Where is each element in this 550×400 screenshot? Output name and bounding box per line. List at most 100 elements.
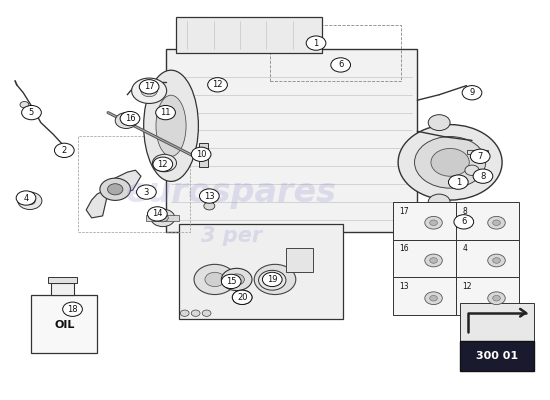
Bar bbox=[393, 278, 455, 315]
Circle shape bbox=[428, 115, 450, 130]
Bar bbox=[455, 202, 519, 240]
Text: 12: 12 bbox=[212, 80, 223, 89]
Circle shape bbox=[221, 274, 241, 288]
Circle shape bbox=[115, 113, 137, 128]
Circle shape bbox=[331, 58, 350, 72]
Circle shape bbox=[473, 169, 493, 183]
Circle shape bbox=[205, 272, 224, 286]
Circle shape bbox=[141, 85, 157, 97]
Circle shape bbox=[156, 106, 175, 120]
Circle shape bbox=[63, 302, 82, 316]
Text: 14: 14 bbox=[152, 210, 163, 218]
Circle shape bbox=[153, 157, 173, 171]
Text: 6: 6 bbox=[461, 217, 466, 226]
Circle shape bbox=[121, 117, 131, 124]
Text: 19: 19 bbox=[267, 275, 278, 284]
Text: 13: 13 bbox=[399, 282, 409, 291]
Bar bbox=[206, 190, 213, 204]
Bar bbox=[455, 278, 519, 315]
Circle shape bbox=[232, 290, 252, 304]
Polygon shape bbox=[86, 170, 141, 218]
Text: 17: 17 bbox=[144, 82, 155, 91]
Text: OIL: OIL bbox=[54, 320, 74, 330]
Bar bbox=[48, 278, 78, 284]
Text: 2: 2 bbox=[62, 146, 67, 155]
Circle shape bbox=[160, 160, 169, 167]
Text: 11: 11 bbox=[160, 108, 171, 117]
Circle shape bbox=[254, 264, 296, 294]
Circle shape bbox=[204, 202, 215, 210]
Bar bbox=[146, 215, 179, 221]
Circle shape bbox=[191, 310, 200, 316]
Bar bbox=[177, 17, 322, 53]
Circle shape bbox=[430, 296, 437, 301]
Circle shape bbox=[202, 310, 211, 316]
Circle shape bbox=[265, 272, 285, 286]
Circle shape bbox=[54, 143, 74, 158]
Text: eurospares: eurospares bbox=[126, 176, 337, 208]
Circle shape bbox=[152, 154, 177, 172]
Circle shape bbox=[470, 149, 490, 164]
Circle shape bbox=[191, 147, 211, 162]
Bar bbox=[179, 224, 343, 319]
Circle shape bbox=[430, 258, 437, 263]
Circle shape bbox=[462, 86, 482, 100]
Text: 6: 6 bbox=[338, 60, 343, 70]
Circle shape bbox=[265, 275, 279, 286]
Circle shape bbox=[100, 178, 130, 200]
Circle shape bbox=[488, 216, 505, 229]
Circle shape bbox=[428, 194, 450, 210]
Circle shape bbox=[108, 184, 123, 195]
Circle shape bbox=[24, 197, 35, 205]
Circle shape bbox=[232, 290, 252, 304]
Text: 1: 1 bbox=[314, 38, 318, 48]
Text: 9: 9 bbox=[469, 88, 475, 97]
Circle shape bbox=[488, 254, 505, 267]
Bar bbox=[270, 25, 401, 81]
Circle shape bbox=[454, 215, 474, 229]
Circle shape bbox=[21, 106, 41, 120]
Bar bbox=[286, 248, 313, 272]
Circle shape bbox=[157, 214, 168, 222]
Circle shape bbox=[425, 292, 442, 304]
Circle shape bbox=[448, 175, 468, 189]
Circle shape bbox=[465, 165, 479, 176]
Circle shape bbox=[180, 310, 189, 316]
Circle shape bbox=[431, 148, 469, 176]
Bar bbox=[460, 341, 534, 371]
Text: 7: 7 bbox=[477, 152, 483, 161]
Bar bbox=[166, 49, 417, 232]
Circle shape bbox=[415, 136, 486, 188]
Ellipse shape bbox=[144, 70, 199, 182]
Circle shape bbox=[398, 125, 502, 200]
Bar bbox=[51, 284, 74, 295]
Text: 17: 17 bbox=[399, 207, 409, 216]
Circle shape bbox=[430, 220, 437, 226]
Circle shape bbox=[488, 292, 505, 304]
Text: 13: 13 bbox=[204, 192, 215, 200]
Text: 8: 8 bbox=[480, 172, 486, 181]
Text: 10: 10 bbox=[196, 150, 206, 159]
Text: 8: 8 bbox=[462, 207, 467, 216]
Circle shape bbox=[16, 191, 36, 205]
Text: 12: 12 bbox=[157, 160, 168, 169]
Circle shape bbox=[147, 207, 167, 221]
Text: 16: 16 bbox=[125, 114, 135, 123]
Circle shape bbox=[493, 258, 500, 263]
Bar bbox=[455, 240, 519, 278]
Circle shape bbox=[262, 272, 282, 286]
Circle shape bbox=[139, 80, 159, 94]
Text: 5: 5 bbox=[29, 108, 34, 117]
Circle shape bbox=[258, 270, 286, 290]
Circle shape bbox=[208, 78, 227, 92]
Text: 15: 15 bbox=[226, 277, 236, 286]
Circle shape bbox=[18, 192, 42, 210]
Circle shape bbox=[493, 220, 500, 226]
Bar bbox=[31, 295, 97, 353]
Text: 300 01: 300 01 bbox=[476, 351, 518, 361]
Circle shape bbox=[200, 189, 219, 203]
Text: 4: 4 bbox=[462, 244, 467, 254]
Text: 12: 12 bbox=[462, 282, 472, 291]
Circle shape bbox=[306, 36, 326, 50]
Text: 1: 1 bbox=[456, 178, 461, 187]
